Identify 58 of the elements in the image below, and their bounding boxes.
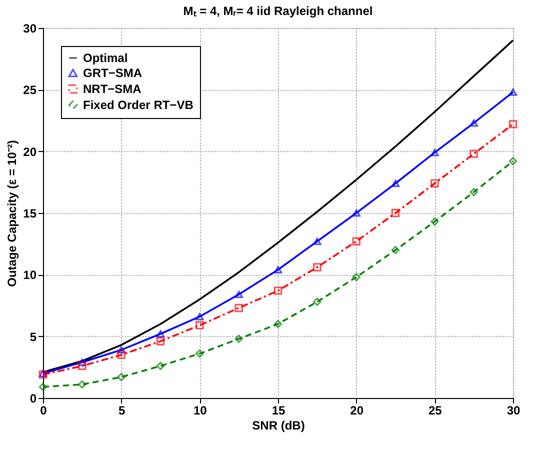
- point: [470, 119, 478, 127]
- legend-label: Optimal: [83, 51, 128, 65]
- point: [156, 362, 165, 370]
- point: [470, 188, 478, 196]
- legend-label: Fixed Order RT−VB: [83, 98, 194, 112]
- point: [234, 304, 243, 312]
- point: [156, 330, 165, 338]
- y-tick-label: 5: [30, 330, 37, 344]
- point: [430, 218, 439, 226]
- point: [508, 120, 518, 128]
- x-tick-label: 30: [506, 404, 520, 418]
- point: [234, 290, 243, 298]
- legend-label: GRT−SMA: [83, 66, 142, 80]
- point: [78, 380, 86, 389]
- y-tick-label: 0: [30, 392, 37, 406]
- point: [117, 350, 126, 359]
- point: [196, 349, 204, 358]
- point: [117, 372, 126, 382]
- point: [352, 237, 360, 246]
- point: [352, 273, 360, 282]
- y-tick-label: 20: [23, 144, 37, 159]
- point: [274, 286, 282, 295]
- x-axis-title: SNR (dB): [252, 418, 305, 432]
- x-tick-label: 20: [350, 404, 364, 418]
- y-tick-label: 15: [23, 206, 37, 220]
- chart-title: Mₜ = 4, Mᵣ= 4 iid Rayleigh channel: [183, 4, 373, 18]
- point: [313, 298, 322, 306]
- x-tick-label: 0: [40, 404, 48, 418]
- x-tick-label: 25: [428, 404, 442, 418]
- point: [78, 362, 86, 370]
- point: [430, 179, 439, 188]
- x-tick-label: 10: [193, 404, 208, 418]
- point: [274, 266, 282, 274]
- point: [313, 263, 322, 272]
- point: [274, 320, 282, 328]
- point: [391, 208, 400, 218]
- point: [352, 209, 360, 217]
- point: [391, 246, 400, 254]
- point: [508, 88, 518, 96]
- point: [196, 321, 204, 330]
- legend-label: NRT−SMA: [83, 82, 142, 96]
- point: [234, 334, 243, 343]
- point: [196, 312, 204, 320]
- x-tick-label: 5: [118, 404, 126, 418]
- y-tick-label: 25: [23, 83, 37, 98]
- point: [508, 157, 518, 166]
- y-tick-label: 30: [23, 22, 37, 36]
- y-tick-label: 10: [23, 268, 37, 282]
- y-axis-title: Outage Capacity (ε = 10⁻²): [5, 140, 20, 287]
- point: [117, 346, 126, 354]
- point: [78, 358, 86, 366]
- point: [313, 238, 322, 246]
- point: [470, 150, 478, 158]
- x-tick-label: 15: [272, 404, 286, 418]
- point: [430, 148, 439, 156]
- point: [391, 180, 400, 188]
- point: [156, 337, 165, 346]
- point: [38, 382, 48, 392]
